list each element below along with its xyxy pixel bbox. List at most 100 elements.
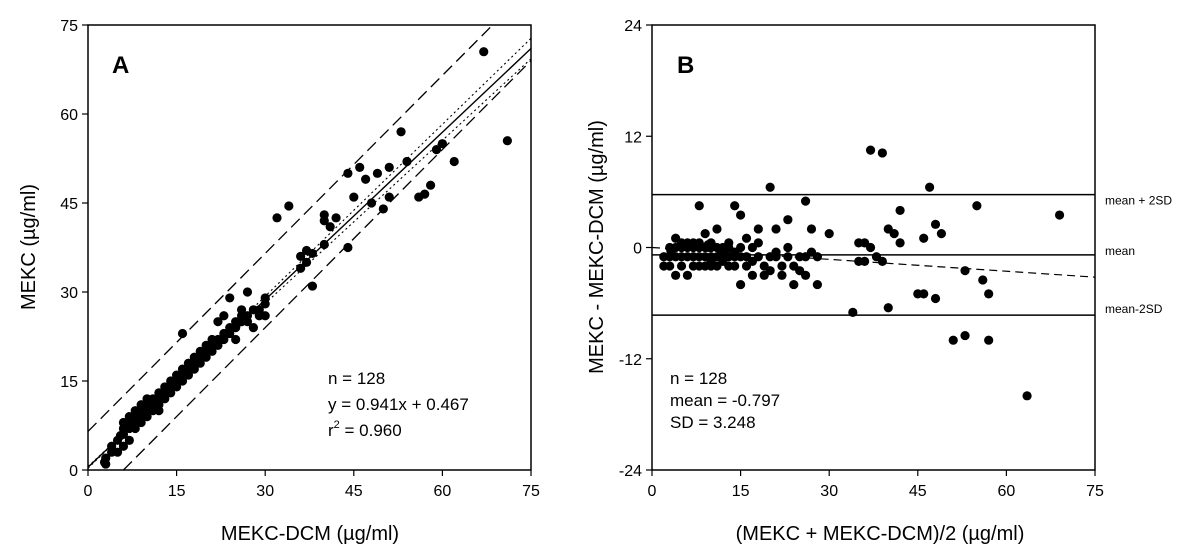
- data-point: [361, 174, 371, 184]
- data-point: [479, 47, 489, 57]
- data-point: [919, 233, 929, 243]
- data-point: [765, 266, 775, 276]
- data-point: [296, 251, 306, 261]
- data-point: [355, 162, 365, 172]
- stat-n-a: n = 128: [328, 369, 385, 388]
- data-point: [889, 228, 899, 239]
- data-point: [349, 192, 359, 202]
- ref-label-mean-minus-2sd: mean-2SD: [1105, 302, 1163, 316]
- stat-r2-r: r: [328, 421, 334, 440]
- data-point: [777, 270, 787, 280]
- panel-letter-a: A: [112, 52, 129, 79]
- data-point: [372, 168, 383, 178]
- data-point: [118, 441, 129, 451]
- x-ticks-b: 0 15 30 45 60 75: [648, 470, 1104, 500]
- data-point: [730, 201, 740, 211]
- data-point: [136, 417, 146, 428]
- data-point: [771, 224, 781, 234]
- data-point: [960, 330, 970, 341]
- stat-r2-value: = 0.960: [340, 421, 402, 440]
- data-point: [747, 270, 758, 280]
- data-point: [724, 238, 734, 248]
- data-point: [260, 293, 270, 303]
- data-point: [700, 228, 710, 239]
- data-point: [812, 279, 822, 290]
- data-point: [319, 210, 329, 220]
- plot-frame-a: [87, 24, 532, 471]
- data-point: [325, 222, 335, 232]
- data-point: [130, 423, 140, 434]
- x-tick-label: 60: [434, 483, 452, 500]
- data-point: [665, 261, 675, 271]
- data-point: [925, 182, 935, 192]
- data-point: [712, 224, 722, 234]
- y-axis-title-b: MEKC - MEKC-DCM (µg/ml): [586, 120, 608, 374]
- data-point: [736, 210, 746, 220]
- data-point: [437, 139, 447, 149]
- panel-letter-b: B: [677, 52, 694, 79]
- x-tick-label: 15: [732, 483, 750, 500]
- data-point: [139, 403, 149, 413]
- data-point: [930, 219, 941, 229]
- data-point: [99, 457, 110, 467]
- data-point: [284, 201, 294, 211]
- data-point: [296, 263, 306, 273]
- x-tick-label: 0: [648, 483, 657, 500]
- data-point: [848, 307, 858, 317]
- data-point: [865, 242, 876, 253]
- reference-line-labels-b: mean + 2SD mean mean-2SD: [1105, 194, 1172, 317]
- data-point: [860, 256, 870, 267]
- data-point: [753, 238, 763, 248]
- data-point: [883, 303, 893, 313]
- x-tick-label: 75: [522, 483, 540, 500]
- data-point: [783, 242, 793, 253]
- data-point: [765, 182, 775, 192]
- data-point: [331, 213, 341, 223]
- y-tick-label: 12: [624, 129, 642, 146]
- data-point: [402, 156, 412, 167]
- x-tick-label: 30: [820, 483, 838, 500]
- x-tick-label: 45: [909, 483, 927, 500]
- stat-r2-superscript: 2: [334, 419, 340, 431]
- data-point: [936, 228, 947, 239]
- data-point: [219, 311, 229, 321]
- data-point: [343, 242, 353, 253]
- stat-mean-b: mean = -0.797: [670, 391, 780, 410]
- data-point: [272, 213, 282, 223]
- data-point: [225, 293, 235, 303]
- data-point: [307, 248, 318, 259]
- stat-n-b: n = 128: [670, 369, 727, 388]
- data-point: [301, 257, 312, 267]
- stat-equation-a: y = 0.941x + 0.467: [328, 395, 469, 414]
- data-point: [736, 242, 746, 253]
- data-point: [824, 228, 834, 239]
- data-point: [930, 293, 941, 304]
- ref-label-mean: mean: [1105, 244, 1135, 258]
- data-point: [919, 289, 929, 299]
- data-point: [895, 205, 905, 216]
- data-point: [307, 281, 318, 291]
- y-ticks-b: -24 -12 0 12 24: [619, 18, 652, 480]
- data-point: [721, 250, 731, 260]
- data-points-b: [659, 145, 1065, 401]
- data-point: [741, 233, 752, 243]
- y-ticks-a: 0 15 30 45 60 75: [60, 18, 88, 480]
- y-tick-label: 0: [633, 241, 642, 258]
- y-tick-label: 60: [60, 107, 78, 124]
- data-point: [124, 435, 134, 445]
- data-point: [753, 224, 763, 234]
- data-point: [378, 204, 388, 214]
- data-point: [948, 335, 958, 345]
- y-tick-label: 15: [60, 374, 78, 391]
- data-point: [694, 201, 704, 211]
- y-tick-label: 30: [60, 285, 78, 302]
- x-ticks-a: 0 15 30 45 60 75: [84, 470, 540, 500]
- data-point: [865, 145, 876, 155]
- data-point: [177, 328, 188, 339]
- data-point: [343, 168, 353, 178]
- data-point: [384, 192, 394, 202]
- data-point: [231, 334, 241, 345]
- data-point: [877, 256, 887, 267]
- data-point: [800, 270, 811, 280]
